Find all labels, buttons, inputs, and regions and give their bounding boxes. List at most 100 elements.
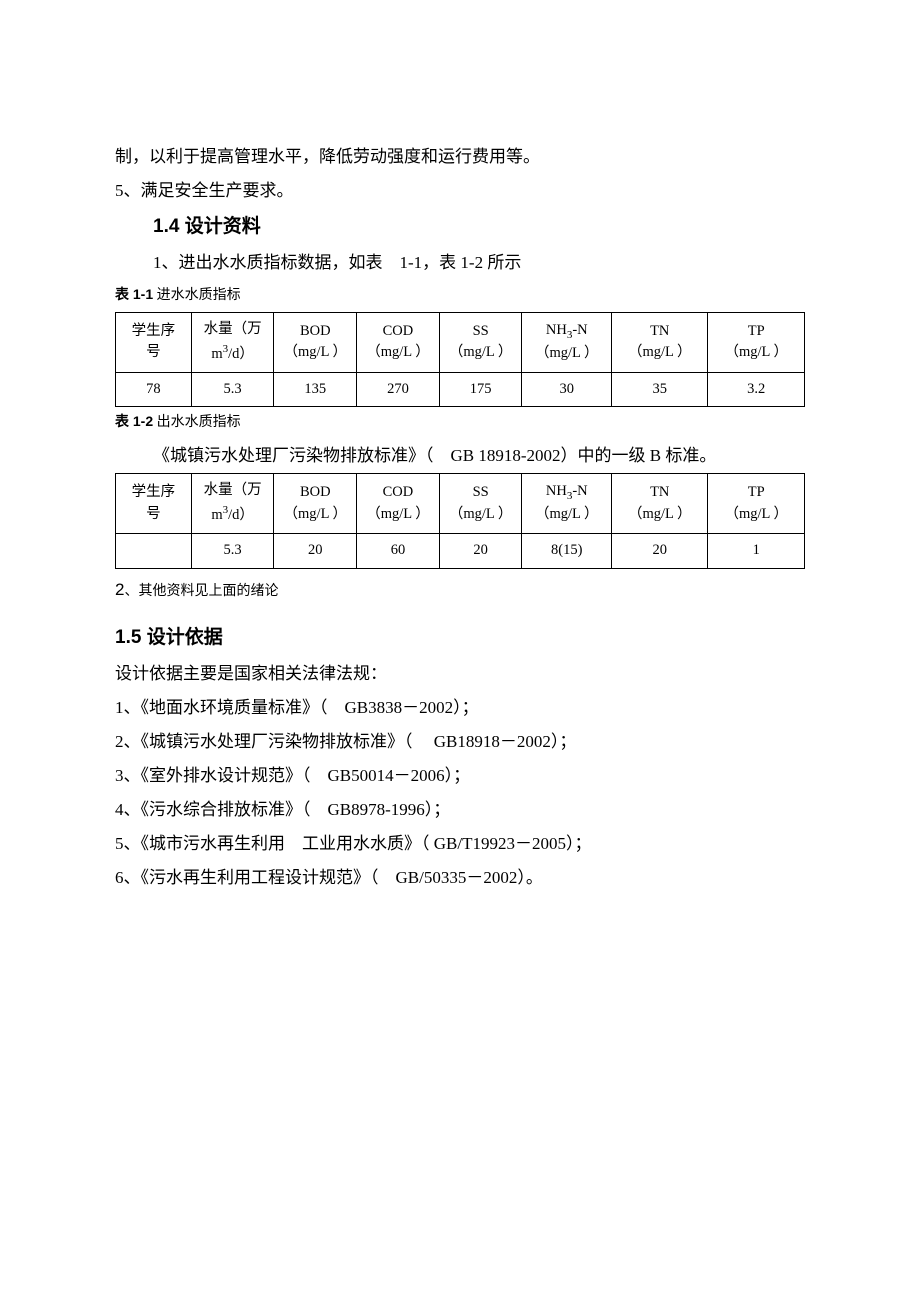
table-header-cell: BOD （mg/L ） (274, 474, 357, 533)
table-header-cell: NH3-N （mg/L ） (522, 313, 612, 372)
table-caption-number: 表 1-2 (115, 413, 153, 429)
table-header-cell: BOD （mg/L ） (274, 313, 357, 372)
header-text: NH (546, 483, 567, 499)
table-row: 5.3 20 60 20 8(15) 20 1 (116, 533, 805, 568)
table-1-2: 学生序 号 水量（万 m3/d） BOD （mg/L ） COD （mg/L ）… (115, 473, 805, 568)
table-cell (116, 533, 192, 568)
header-text: -N (572, 483, 587, 499)
section-title: 设计依据 (141, 627, 222, 648)
header-text: -N (572, 322, 587, 338)
header-text: SS (473, 484, 489, 500)
header-unit: （mg/L ） (366, 344, 430, 360)
table-1-2-caption: 表 1-2 出水水质指标 (115, 409, 805, 435)
table-cell: 20 (274, 533, 357, 568)
header-unit: （mg/L ） (535, 345, 599, 361)
header-text: TP (748, 484, 765, 500)
table-header-cell: 学生序 号 (116, 313, 192, 372)
header-unit: （mg/L ） (628, 344, 692, 360)
header-text: m (211, 346, 222, 362)
table-cell: 35 (612, 372, 708, 407)
header-text: SS (473, 323, 489, 339)
header-unit: （mg/L ） (284, 506, 348, 522)
header-text: 号 (146, 506, 161, 522)
table-header-cell: TP （mg/L ） (708, 313, 805, 372)
table-header-cell: COD （mg/L ） (357, 474, 440, 533)
header-text: m (211, 507, 222, 523)
table-1-1: 学生序 号 水量（万 m3/d） BOD （mg/L ） COD （mg/L ）… (115, 312, 805, 407)
header-text: 号 (146, 344, 161, 360)
footnote-text: 、其他资料见上面的绪论 (124, 584, 278, 599)
header-unit: （mg/L ） (628, 506, 692, 522)
header-text: BOD (300, 484, 331, 500)
table-cell: 1 (708, 533, 805, 568)
table-header-cell: TP （mg/L ） (708, 474, 805, 533)
table-header-cell: 水量（万 m3/d） (191, 474, 274, 533)
table-cell: 8(15) (522, 533, 612, 568)
table-header-cell: SS （mg/L ） (439, 474, 522, 533)
table-cell: 60 (357, 533, 440, 568)
section-1-5-lead: 设计依据主要是国家相关法律法规： (115, 657, 805, 691)
section-number: 1.5 (115, 627, 141, 648)
table-header-cell: 学生序 号 (116, 474, 192, 533)
table-cell: 135 (274, 372, 357, 407)
header-text: /d） (228, 507, 254, 523)
header-unit: （mg/L ） (535, 506, 599, 522)
table-header-cell: SS （mg/L ） (439, 313, 522, 372)
header-text: 学生序 (132, 323, 176, 339)
table-header-cell: TN （mg/L ） (612, 313, 708, 372)
reference-item: 6、《污水再生利用工程设计规范》（ GB/50335－2002）。 (115, 861, 805, 895)
header-text: /d） (228, 346, 254, 362)
header-unit: （mg/L ） (724, 344, 788, 360)
reference-item: 5、《城市污水再生利用 工业用水水质》（ GB/T19923－2005）； (115, 827, 805, 861)
table-cell: 20 (439, 533, 522, 568)
paragraph-continuation: 制，以利于提高管理水平，降低劳动强度和运行费用等。 (115, 140, 805, 174)
table-cell: 30 (522, 372, 612, 407)
table-header-row: 学生序 号 水量（万 m3/d） BOD （mg/L ） COD （mg/L ）… (116, 474, 805, 533)
section-1-5-heading: 1.5 设计依据 (115, 619, 805, 657)
table-cell: 5.3 (191, 533, 274, 568)
reference-item: 1、《地面水环境质量标准》（ GB3838－2002）； (115, 691, 805, 725)
table-row: 78 5.3 135 270 175 30 35 3.2 (116, 372, 805, 407)
reference-item: 3、《室外排水设计规范》（ GB50014－2006）； (115, 759, 805, 793)
header-unit: （mg/L ） (724, 506, 788, 522)
table-1-1-caption: 表 1-1 进水水质指标 (115, 282, 805, 308)
header-unit: （mg/L ） (449, 506, 513, 522)
reference-item: 2、《城镇污水处理厂污染物排放标准》（ GB18918－2002）； (115, 725, 805, 759)
table-header-cell: 水量（万 m3/d） (191, 313, 274, 372)
table-cell: 78 (116, 372, 192, 407)
table-header-cell: COD （mg/L ） (357, 313, 440, 372)
table-caption-text: 出水水质指标 (153, 415, 241, 430)
paragraph-item-5: 5、满足安全生产要求。 (115, 174, 805, 208)
table-header-cell: NH3-N （mg/L ） (522, 474, 612, 533)
header-text: TP (748, 323, 765, 339)
header-text: NH (546, 322, 567, 338)
table-caption-number: 表 1-1 (115, 286, 153, 302)
table-cell: 5.3 (191, 372, 274, 407)
header-text: 学生序 (132, 484, 176, 500)
section-title: 设计资料 (179, 216, 260, 237)
header-text: TN (650, 484, 669, 500)
document-page: 制，以利于提高管理水平，降低劳动强度和运行费用等。 5、满足安全生产要求。 1.… (0, 0, 920, 1303)
footnote-2: 2、其他资料见上面的绪论 (115, 575, 805, 606)
table-caption-text: 进水水质指标 (153, 288, 241, 303)
header-text: COD (383, 323, 414, 339)
table-cell: 20 (612, 533, 708, 568)
reference-item: 4、《污水综合排放标准》（ GB8978-1996）； (115, 793, 805, 827)
section-1-4-subline: 1、进出水水质指标数据，如表 1-1，表 1-2 所示 (115, 246, 805, 280)
table-header-row: 学生序 号 水量（万 m3/d） BOD （mg/L ） COD （mg/L ）… (116, 313, 805, 372)
table-1-2-note: 《城镇污水处理厂污染物排放标准》（ GB 18918-2002）中的一级 B 标… (115, 439, 805, 473)
table-header-cell: TN （mg/L ） (612, 474, 708, 533)
header-text: COD (383, 484, 414, 500)
header-text: BOD (300, 323, 331, 339)
section-1-4-heading: 1.4 设计资料 (115, 208, 805, 246)
header-unit: （mg/L ） (284, 344, 348, 360)
table-cell: 270 (357, 372, 440, 407)
header-unit: （mg/L ） (366, 506, 430, 522)
header-text: TN (650, 323, 669, 339)
header-text: 水量（万 (204, 321, 262, 337)
header-unit: （mg/L ） (449, 344, 513, 360)
section-number: 1.4 (153, 216, 179, 237)
table-cell: 3.2 (708, 372, 805, 407)
header-text: 水量（万 (204, 482, 262, 498)
table-cell: 175 (439, 372, 522, 407)
